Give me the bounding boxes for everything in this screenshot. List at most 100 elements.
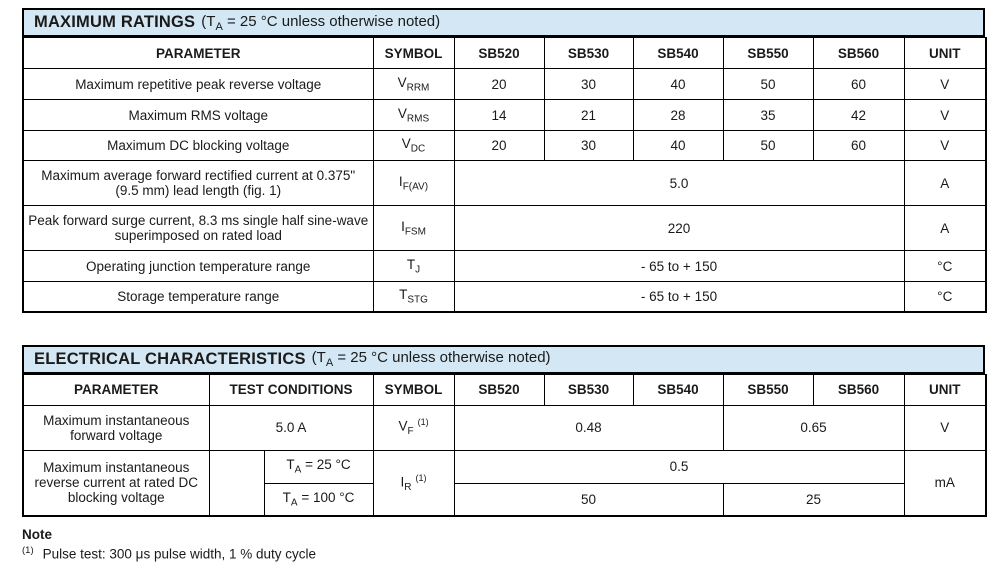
table-header-row: PARAMETER SYMBOL SB520 SB530 SB540 SB550… [22,37,987,69]
note-line: (1) Pulse test: 300 μs pulse width, 1 % d… [22,545,1001,562]
table-header-row: PARAMETER TEST CONDITIONS SYMBOL SB520 S… [22,373,987,406]
table-row: Maximum instantaneous forward voltage 5.… [22,404,987,451]
unit-cell: A [903,205,987,251]
note-text: Pulse test: 300 μs pulse width, 1 % duty… [42,546,317,562]
table-row: Maximum DC blocking voltage VDC 20 30 40… [22,130,987,161]
table-row: Maximum average forward rectified curren… [22,160,987,206]
table-row: TA = 100 °C 50 25 [23,482,986,517]
header-sb550: SB550 [722,37,814,69]
symbol-cell: IFSM [372,205,455,251]
value-cell-span: 5.0 [453,160,905,206]
electrical-characteristics-title: ELECTRICAL CHARACTERISTICS [34,349,306,368]
header-sb550: SB550 [722,373,814,406]
header-sb560: SB560 [812,37,905,69]
header-symbol: SYMBOL [372,373,455,406]
maximum-ratings-condition: (TA = 25 °C unless otherwise noted) [201,12,441,33]
electrical-characteristics-condition: (TA = 25 °C unless otherwise noted) [311,349,551,369]
value-cell-sb550: 50 [722,130,814,161]
value-cell-100c-sb520-sb540: 50 [453,482,724,517]
unit-cell: V [903,130,987,161]
unit-cell: V [903,68,987,100]
header-sb560: SB560 [812,373,905,406]
unit-cell: V [903,404,987,451]
maximum-ratings-title-band: MAXIMUM RATINGS (TA = 25 °C unless other… [22,8,985,37]
value-cell-span: 220 [453,205,905,251]
parameter-cell: Maximum average forward rectified curren… [22,160,374,206]
value-cell-sb540: 40 [632,130,724,161]
symbol-cell: VF(1) [372,404,455,451]
value-cell-sb520-sb540: 0.48 [453,404,724,451]
header-parameter: PARAMETER [22,37,374,69]
value-cell-sb530: 30 [543,68,634,100]
value-cell-sb530: 30 [543,130,634,161]
symbol-cell: TJ [372,250,455,282]
unit-cell: V [903,99,987,131]
table-row: Peak forward surge current, 8.3 ms singl… [22,205,987,251]
table-row: Maximum RMS voltage VRMS 14 21 28 35 42 … [22,99,987,131]
symbol-cell: IR(1) [372,449,455,517]
parameter-cell: Maximum instantaneous forward voltage [22,404,210,451]
unit-cell: °C [903,281,987,312]
note-heading: Note [22,527,52,542]
parameter-cell: Maximum DC blocking voltage [22,130,374,161]
table-row: Maximum instantaneous reverse current at… [22,449,987,517]
table-row: Maximum repetitive peak reverse voltage … [22,68,987,100]
parameter-cell: Peak forward surge current, 8.3 ms singl… [22,205,374,251]
header-sb540: SB540 [632,37,724,69]
value-cell-sb560: 60 [812,68,905,100]
value-cell-sb530: 21 [543,99,634,131]
header-unit: UNIT [903,373,987,406]
header-symbol: SYMBOL [372,37,455,69]
unit-cell: mA [903,449,987,517]
value-cell-sb550: 35 [722,99,814,131]
header-sb530: SB530 [543,373,634,406]
footnote-ref: (1) [417,417,429,428]
test-condition-cell-100c: TA = 100 °C [263,482,374,517]
symbol-cell: TSTG [372,281,455,312]
value-cell-span: - 65 to + 150 [453,281,905,312]
value-cell-sb520: 14 [453,99,545,131]
value-cell-sb540: 40 [632,68,724,100]
electrical-characteristics-title-band: ELECTRICAL CHARACTERISTICS (TA = 25 °C u… [22,344,985,374]
unit-cell: A [903,160,987,206]
header-parameter: PARAMETER [22,373,210,406]
value-cell-sb550: 50 [722,68,814,100]
value-cell-sb520: 20 [453,130,545,161]
value-cell-100c-sb550-sb560: 25 [722,482,905,517]
value-cell-sb550-sb560: 0.65 [722,404,905,451]
parameter-cell: Maximum instantaneous reverse current at… [22,449,210,517]
unit-cell: °C [903,250,987,282]
note-section: Note (1) Pulse test: 300 μs pulse width, … [22,527,1001,562]
value-cell-sb560: 60 [812,130,905,161]
parameter-cell: Maximum repetitive peak reverse voltage [22,68,374,100]
value-cell-span: - 65 to + 150 [453,250,905,282]
symbol-cell: VRRM [372,68,455,100]
value-cell-25c-span: 0.5 [453,449,905,484]
value-cell-sb520: 20 [453,68,545,100]
header-sb530: SB530 [543,37,634,69]
footnote-ref: (1) [22,545,34,556]
symbol-cell: VDC [372,130,455,161]
header-unit: UNIT [903,37,987,69]
symbol-cell: IF(AV) [372,160,455,206]
header-sb520: SB520 [453,37,545,69]
footnote-ref: (1) [415,472,427,483]
test-condition-cell-25c: TA = 25 °C [263,449,374,484]
parameter-cell: Storage temperature range [22,281,374,312]
maximum-ratings-table: PARAMETER SYMBOL SB520 SB530 SB540 SB550… [22,37,987,313]
symbol-cell: VRMS [372,99,455,131]
parameter-cell: Operating junction temperature range [22,250,374,282]
header-sb540: SB540 [632,373,724,406]
value-cell-sb560: 42 [812,99,905,131]
test-condition-empty-cell [208,449,265,517]
parameter-cell: Maximum RMS voltage [22,99,374,131]
test-condition-cell: 5.0 A [208,404,374,451]
maximum-ratings-title: MAXIMUM RATINGS [34,13,196,31]
electrical-characteristics-table: PARAMETER TEST CONDITIONS SYMBOL SB520 S… [22,373,988,517]
value-cell-sb540: 28 [632,99,724,131]
table-row: Storage temperature range TSTG - 65 to +… [22,281,987,312]
header-sb520: SB520 [453,373,545,406]
table-row: Operating junction temperature range TJ … [22,250,987,282]
header-test-conditions: TEST CONDITIONS [208,373,374,406]
